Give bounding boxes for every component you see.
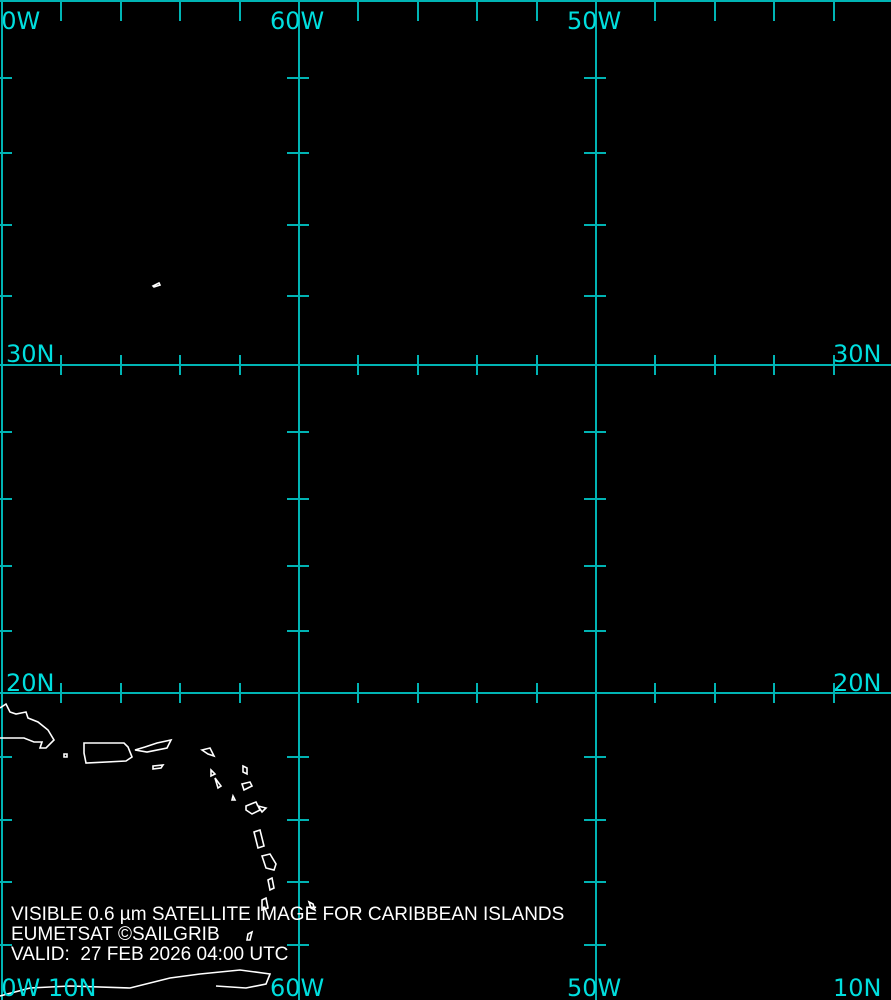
coast-grenada xyxy=(246,930,254,941)
lon-label-top-60w: 60W xyxy=(270,7,325,35)
lat-label-right-20n: 20N xyxy=(833,669,882,697)
coast-antigua xyxy=(242,764,248,776)
coast-mona xyxy=(63,753,68,758)
coast-virgin-islands xyxy=(134,738,173,753)
coast-st-croix xyxy=(152,764,165,770)
lon-label-bottom-70w: 70W xyxy=(0,974,41,1000)
coast-puerto-rico xyxy=(83,742,133,764)
coast-bermuda xyxy=(151,281,162,288)
lat-label-left-10n: 10N xyxy=(48,974,97,1000)
coast-south-america xyxy=(0,969,272,997)
caption-title: VISIBLE 0.6 µm SATELLITE IMAGE FOR CARIB… xyxy=(11,904,565,925)
caption-valid-time: VALID: 27 FEB 2026 04:00 UTC xyxy=(11,944,289,965)
coast-dominica xyxy=(253,828,265,850)
coast-martinique xyxy=(260,853,277,871)
lat-label-right-30n: 30N xyxy=(833,340,882,368)
coast-leewards-1 xyxy=(200,747,237,801)
coast-st-vincent xyxy=(261,896,269,912)
lon-label-top-70w: 70W xyxy=(0,7,41,35)
coast-hispaniola xyxy=(0,702,56,749)
lat-label-left-30n: 30N xyxy=(6,340,55,368)
lon-label-bottom-60w: 60W xyxy=(270,974,325,1000)
coast-guadeloupe xyxy=(240,781,268,815)
lon-label-top-50w: 50W xyxy=(567,7,622,35)
lat-label-left-20n: 20N xyxy=(6,669,55,697)
lat-label-right-10n: 10N xyxy=(833,974,882,1000)
caption-credit: EUMETSAT ©SAILGRIB xyxy=(11,924,220,945)
coast-barbados xyxy=(307,900,317,912)
coast-st-lucia xyxy=(267,876,275,892)
lon-label-bottom-50w: 50W xyxy=(567,974,622,1000)
